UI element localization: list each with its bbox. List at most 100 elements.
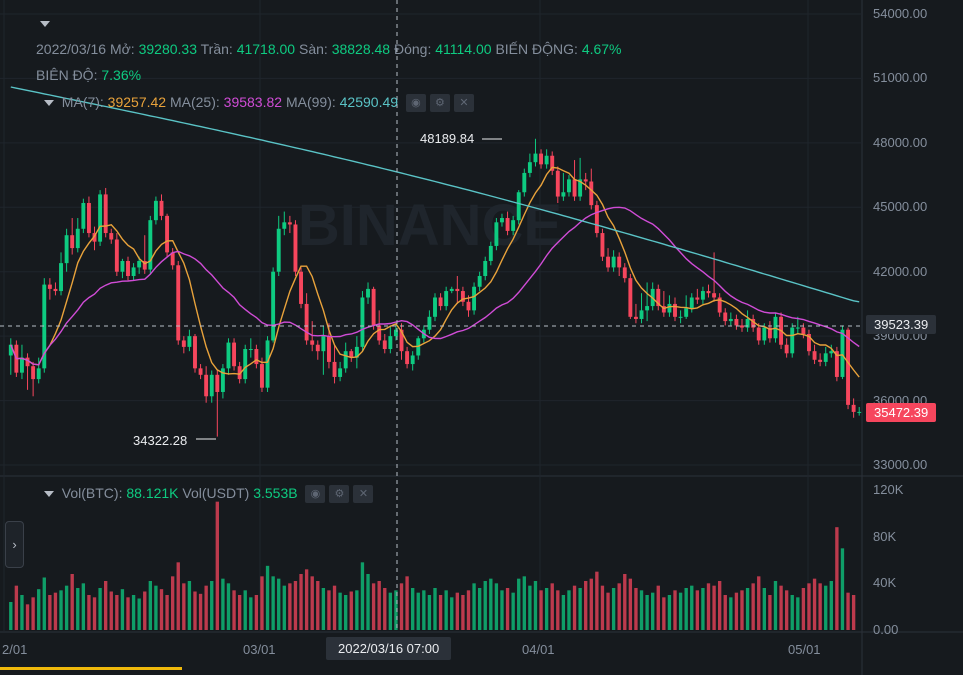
volume-bar [851, 595, 856, 630]
volume-bar [416, 592, 420, 630]
candle-body [215, 374, 220, 392]
candle-body [667, 303, 672, 313]
volume-bar [550, 583, 554, 630]
volume-bar [556, 590, 560, 630]
open-label: Mở: [109, 41, 135, 57]
candle-body [315, 344, 320, 352]
volume-bar [226, 583, 231, 630]
candle-body [600, 233, 605, 257]
volume-bar [433, 588, 437, 630]
eye-icon[interactable]: ◉ [405, 94, 426, 113]
volume-bar [740, 590, 744, 630]
time-tick-label: 05/01 [788, 642, 821, 657]
candle-body [795, 327, 800, 329]
timeline-scroll-indicator[interactable] [0, 667, 182, 670]
ma-collapse-icon[interactable] [44, 100, 54, 107]
volume-bar [159, 589, 164, 630]
volume-bar [81, 583, 86, 630]
candle-body [248, 349, 253, 351]
volume-bar [59, 590, 63, 630]
volume-bar [53, 592, 58, 630]
ma7-line [10, 166, 860, 378]
volume-bar [723, 595, 727, 630]
crosshair-date-tag: 2022/03/16 07:00 [326, 637, 452, 660]
chart-menu-toggle[interactable] [40, 14, 50, 32]
candle-body [818, 359, 823, 362]
ohlc-legend: 2022/03/16 Mở: 39280.33 Trần: 41718.00 S… [36, 40, 622, 58]
volume-bar [422, 590, 426, 630]
close-icon[interactable]: ✕ [453, 94, 474, 113]
vol-close-icon[interactable]: ✕ [353, 485, 374, 504]
candle-body [527, 162, 532, 173]
candle-body [25, 357, 30, 367]
candle-body [745, 318, 750, 328]
volume-bar [757, 576, 761, 630]
vol-settings-icon[interactable]: ⚙ [329, 485, 350, 504]
candle-body [700, 291, 705, 300]
candle-body [282, 222, 287, 229]
expand-panel-button[interactable]: › [5, 521, 24, 568]
vol-eye-icon[interactable]: ◉ [305, 485, 326, 504]
candle-body [678, 316, 683, 318]
candle-body [723, 312, 728, 322]
candle-body [304, 303, 309, 341]
volume-bar [115, 595, 119, 630]
volume-bar [254, 595, 259, 630]
volume-bar [76, 588, 80, 630]
candle-body [47, 284, 52, 289]
volume-legend: Vol(BTC): 88.121K Vol(USDT) 3.553B ◉ ⚙ ✕ [44, 484, 374, 504]
volume-bar [773, 581, 778, 630]
candle-body [237, 366, 242, 380]
settings-icon[interactable]: ⚙ [429, 94, 450, 113]
candle-body [243, 349, 248, 380]
volume-bar [768, 595, 772, 630]
volume-bar [64, 585, 69, 630]
candle-body [661, 306, 666, 313]
candle-body [740, 325, 744, 328]
price-tick-label: 45000.00 [873, 199, 928, 215]
candle-body [639, 310, 644, 319]
candle-body [622, 267, 627, 279]
volume-bar [455, 592, 460, 630]
volume-bar [796, 597, 800, 630]
volume-bar [706, 583, 711, 630]
candle-body [544, 155, 549, 165]
candle-body [131, 267, 136, 277]
price-tick-label: 54000.00 [873, 6, 928, 21]
candle-body [578, 179, 583, 197]
close-label: Đóng: [393, 41, 432, 57]
candle-body [86, 202, 91, 234]
candle-body [92, 233, 97, 242]
candle-body [260, 364, 264, 388]
volume-bar [589, 578, 593, 630]
volume-bar [355, 590, 359, 630]
volume-bar [321, 588, 326, 630]
volume-bar [182, 583, 186, 630]
low-value: 38828.48 [331, 41, 391, 57]
chevron-right-icon[interactable]: › [12, 537, 17, 552]
volume-collapse-icon[interactable] [44, 491, 54, 498]
candle-body [717, 297, 722, 313]
volume-bar [567, 590, 571, 630]
candle-body [265, 340, 270, 388]
volume-bar [595, 571, 599, 630]
volume-bar [678, 592, 683, 630]
candle-body [706, 291, 711, 294]
volume-bar [288, 583, 292, 630]
candle-body [522, 172, 527, 193]
max-price-annotation: 48189.84 [420, 131, 475, 146]
candle-body [472, 286, 477, 311]
volume-bar [651, 592, 655, 630]
volume-bar [187, 581, 192, 630]
candle-body [851, 404, 856, 412]
candle-body [59, 263, 63, 292]
volume-bar [148, 581, 153, 630]
collapse-icon[interactable] [40, 21, 50, 28]
volume-bar [92, 597, 97, 630]
candle-body [511, 220, 516, 231]
candle-body [393, 329, 398, 337]
volume-bar [483, 581, 487, 630]
volume-bar [37, 589, 41, 630]
open-value: 39280.33 [138, 41, 197, 57]
